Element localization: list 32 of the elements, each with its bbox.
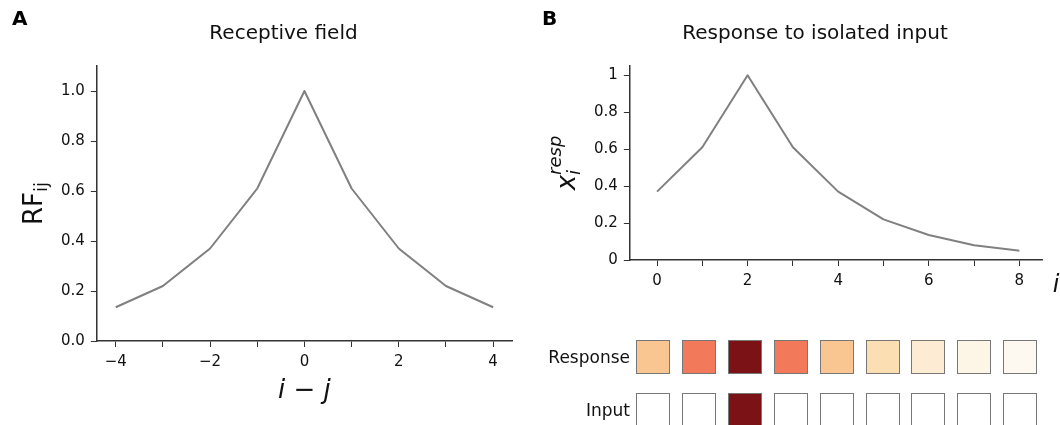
y-tick-label: 0.2 xyxy=(594,212,618,231)
x-tick-label: 0 xyxy=(299,351,310,370)
x-tick-label: 8 xyxy=(1014,270,1025,289)
x-axis-title: i − j xyxy=(278,373,332,404)
x-tick-label: 4 xyxy=(488,351,498,370)
y-tick-label: 0 xyxy=(608,249,618,268)
text: A xyxy=(12,6,28,31)
y-tick-label: 1.0 xyxy=(61,80,85,99)
y-axis-title: xiresp xyxy=(543,135,585,192)
y-tick-label: 0.4 xyxy=(594,175,618,194)
text: Input xyxy=(584,399,630,422)
y-axis-title: RFij xyxy=(17,181,52,226)
y-tick-label: 1 xyxy=(608,65,618,84)
x-tick-label: −2 xyxy=(199,351,222,370)
x-tick-label: 2 xyxy=(394,351,404,370)
y-tick-label: 0.6 xyxy=(61,180,85,199)
y-tick-label: 0.4 xyxy=(61,230,85,249)
y-tick-label: 0.8 xyxy=(594,102,618,121)
y-tick-label: 0.6 xyxy=(594,139,618,158)
chart-title: Response to isolated input xyxy=(682,20,948,45)
x-tick-label: −4 xyxy=(104,351,127,370)
x-tick-label: 4 xyxy=(833,270,843,289)
text: Response xyxy=(547,346,630,369)
text: B xyxy=(542,6,558,31)
x-tick-label: 6 xyxy=(924,270,934,289)
chart-title: Receptive field xyxy=(209,20,358,45)
x-tick-label: 2 xyxy=(742,270,753,289)
y-tick-label: 0.8 xyxy=(61,130,85,149)
y-tick-label: 0.2 xyxy=(61,280,85,299)
x-axis-title: i xyxy=(1052,270,1060,299)
y-tick-label: 0.0 xyxy=(61,330,85,349)
x-tick-label: 0 xyxy=(652,270,662,289)
